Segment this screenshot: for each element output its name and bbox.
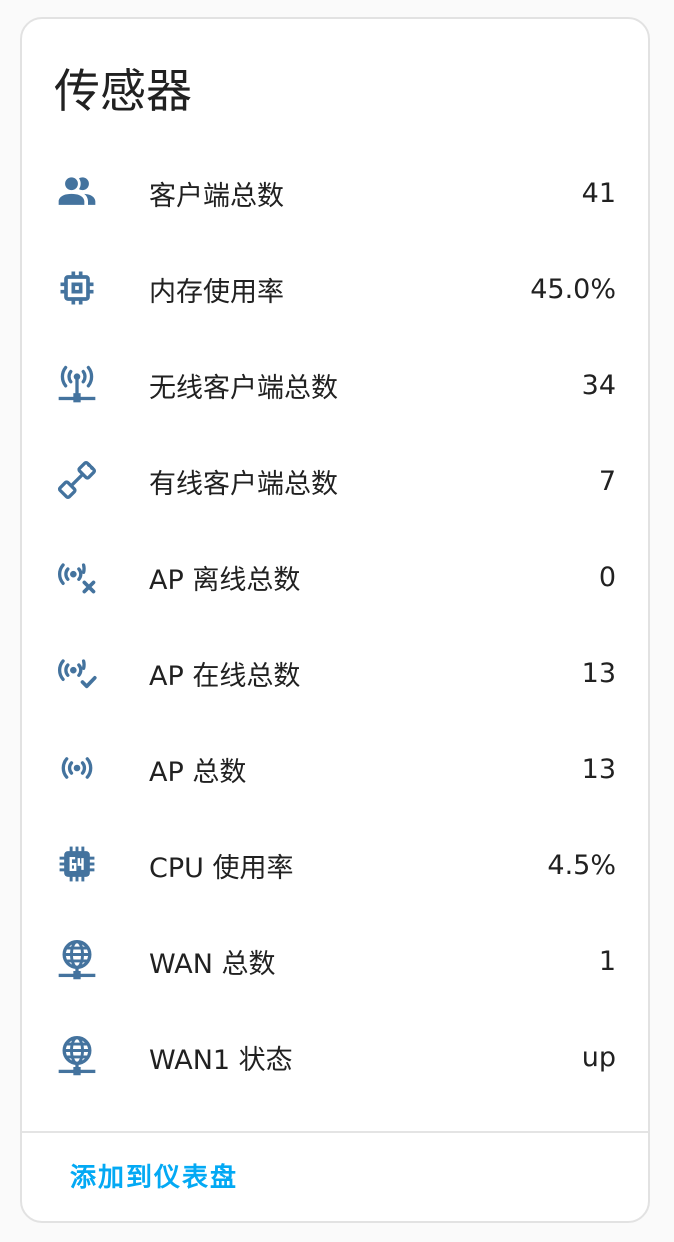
cable-ethernet-icon [54,457,100,503]
sensor-row-wan1-status[interactable]: WAN1 状态 up [22,1009,648,1105]
sensor-list: 客户端总数 41 内存使用率 45.0% 无线客户端总数 [22,145,648,1105]
sensor-row-wireless-clients[interactable]: 无线客户端总数 34 [22,337,648,433]
sensor-label: AP 离线总数 [149,564,301,596]
card-title: 传感器 [54,64,192,118]
card-actions-divider [22,1131,648,1133]
cpu-64-bit-icon [54,841,100,887]
account-multiple-icon [54,169,100,215]
sensor-value: 41 [581,177,616,209]
sensor-row-clients-total[interactable]: 客户端总数 41 [22,145,648,241]
add-to-dashboard-button[interactable]: 添加到仪表盘 [70,1163,239,1193]
sensor-row-ap-offline[interactable]: AP 离线总数 0 [22,529,648,625]
sensor-row-wan-total[interactable]: WAN 总数 1 [22,913,648,1009]
web-network-icon [54,937,100,983]
sensor-label: AP 总数 [149,756,247,788]
sensor-value: up [581,1041,616,1073]
sensor-label: 内存使用率 [149,276,284,308]
sensor-label: CPU 使用率 [149,852,294,884]
sensor-row-memory-usage[interactable]: 内存使用率 45.0% [22,241,648,337]
sensor-row-wired-clients[interactable]: 有线客户端总数 7 [22,433,648,529]
sensor-label: 有线客户端总数 [149,468,338,500]
sensor-label: WAN1 状态 [149,1044,293,1076]
sensor-value: 0 [598,561,616,593]
sensor-value: 7 [598,465,616,497]
sensor-label: 无线客户端总数 [149,372,338,404]
sensors-card: 传感器 客户端总数 41 内存使用率 45.0% [20,17,650,1223]
sensor-label: 客户端总数 [149,180,284,212]
sensor-row-ap-online[interactable]: AP 在线总数 13 [22,625,648,721]
sensor-value: 13 [581,753,616,785]
wifi-access-point-network-icon [54,361,100,407]
sensor-label: AP 在线总数 [149,660,301,692]
sensor-row-cpu-usage[interactable]: CPU 使用率 4.5% [22,817,648,913]
sensor-value: 34 [581,369,616,401]
sensor-value: 1 [598,945,616,977]
sensor-value: 13 [581,657,616,689]
access-point-icon [54,745,100,791]
access-point-check-icon [54,649,100,695]
memory-chip-icon [54,265,100,311]
sensor-value: 4.5% [547,849,616,881]
access-point-remove-icon [54,553,100,599]
sensor-row-ap-total[interactable]: AP 总数 13 [22,721,648,817]
sensor-label: WAN 总数 [149,948,276,980]
sensor-value: 45.0% [530,273,616,305]
web-network-icon [54,1033,100,1079]
